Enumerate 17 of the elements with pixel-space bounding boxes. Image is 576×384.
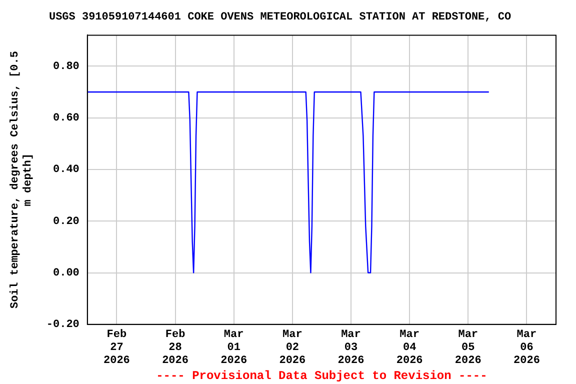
text: ---- Provisional Data Subject to Revision ---- <box>156 369 488 384</box>
x-tick-label: Mar 03 2026 <box>338 328 364 368</box>
x-tick-label: Mar 02 2026 <box>279 328 306 368</box>
chart-title: USGS 391059107144601 COKE OVENS METEOROLOGICAL STATION AT REDSTONE, CO <box>48 11 512 24</box>
x-tick-label: Feb 27 2026 <box>103 328 130 368</box>
y-tick-label: 0.40 <box>53 164 80 176</box>
y-axis-title: Soil temperature, degrees Celsius, [0.5 m depth] <box>9 50 35 309</box>
y-tick-label: -0.20 <box>46 319 80 332</box>
x-tick-label: Mar 01 2026 <box>220 328 248 368</box>
x-tick-label: Mar 06 2026 <box>514 328 540 368</box>
x-tick-label: Feb 28 2026 <box>162 328 188 368</box>
y-tick-label: 0.80 <box>53 60 80 73</box>
y-tick-label: 0.60 <box>53 112 80 125</box>
y-tick-label: 0.00 <box>53 268 80 280</box>
y-tick-label: 0.20 <box>53 216 80 228</box>
x-tick-label: Mar 05 2026 <box>454 328 482 368</box>
x-tick-label: Mar 04 2026 <box>396 328 423 368</box>
